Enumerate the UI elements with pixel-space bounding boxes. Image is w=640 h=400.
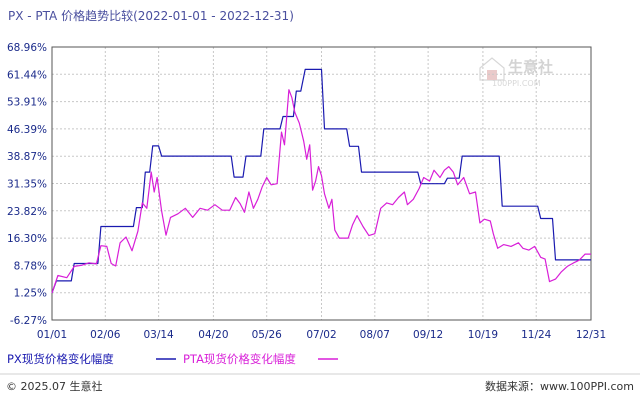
legend: PX现货价格变化幅度 PTA现货价格变化幅度 [7, 352, 338, 366]
x-tick-label: 09/12 [413, 329, 443, 341]
y-tick-label: -6.27% [10, 315, 47, 327]
watermark-text: 生意社 [508, 58, 553, 76]
legend-pta-label: PTA现货价格变化幅度 [183, 352, 296, 366]
watermark-subtext: 100PPI.COM [492, 79, 541, 88]
y-tick-label: 38.87% [7, 151, 47, 163]
y-tick-label: 31.35% [7, 179, 47, 191]
y-tick-label: 1.25% [14, 288, 47, 300]
x-tick-label: 07/02 [306, 329, 336, 341]
y-tick-label: 68.96% [7, 42, 47, 54]
x-tick-label: 04/20 [198, 329, 228, 341]
y-tick-label: 53.91% [7, 97, 47, 109]
y-tick-label: 46.39% [7, 124, 47, 136]
x-axis-ticks: 01/01 02/06 03/14 04/20 05/26 07/02 08/07 09/12… [37, 329, 606, 341]
chart-title: PX - PTA 价格趋势比较(2022-01-01 - 2022-12-31) [8, 8, 294, 23]
legend-px-label: PX现货价格变化幅度 [7, 352, 114, 366]
watermark-logo: 生意社 100PPI.COM [479, 57, 553, 88]
x-tick-label: 02/06 [90, 329, 121, 341]
y-tick-label: 61.44% [7, 69, 47, 81]
x-tick-label: 11/24 [521, 329, 552, 341]
x-tick-label: 10/19 [468, 329, 498, 341]
plot-frame [51, 46, 592, 321]
y-axis-ticks: 68.96% 61.44% 53.91% 46.39% 38.87% 31.35% 23.8… [7, 42, 47, 327]
y-tick-label: 16.30% [7, 233, 47, 245]
footer-source: 数据来源：www.100PPI.com [485, 379, 634, 393]
series-lines [51, 68, 591, 294]
x-tick-label: 01/01 [37, 329, 67, 341]
footer-copyright: © 2025.07 生意社 [6, 379, 102, 393]
px-series-line [51, 68, 591, 294]
x-tick-label: 08/07 [360, 329, 390, 341]
y-tick-label: 23.82% [7, 206, 47, 218]
y-tick-label: 8.78% [14, 260, 47, 272]
x-tick-label: 12/31 [576, 329, 606, 341]
x-tick-label: 05/26 [252, 329, 283, 341]
x-tick-label: 03/14 [143, 329, 174, 341]
pta-series-line [51, 89, 591, 294]
